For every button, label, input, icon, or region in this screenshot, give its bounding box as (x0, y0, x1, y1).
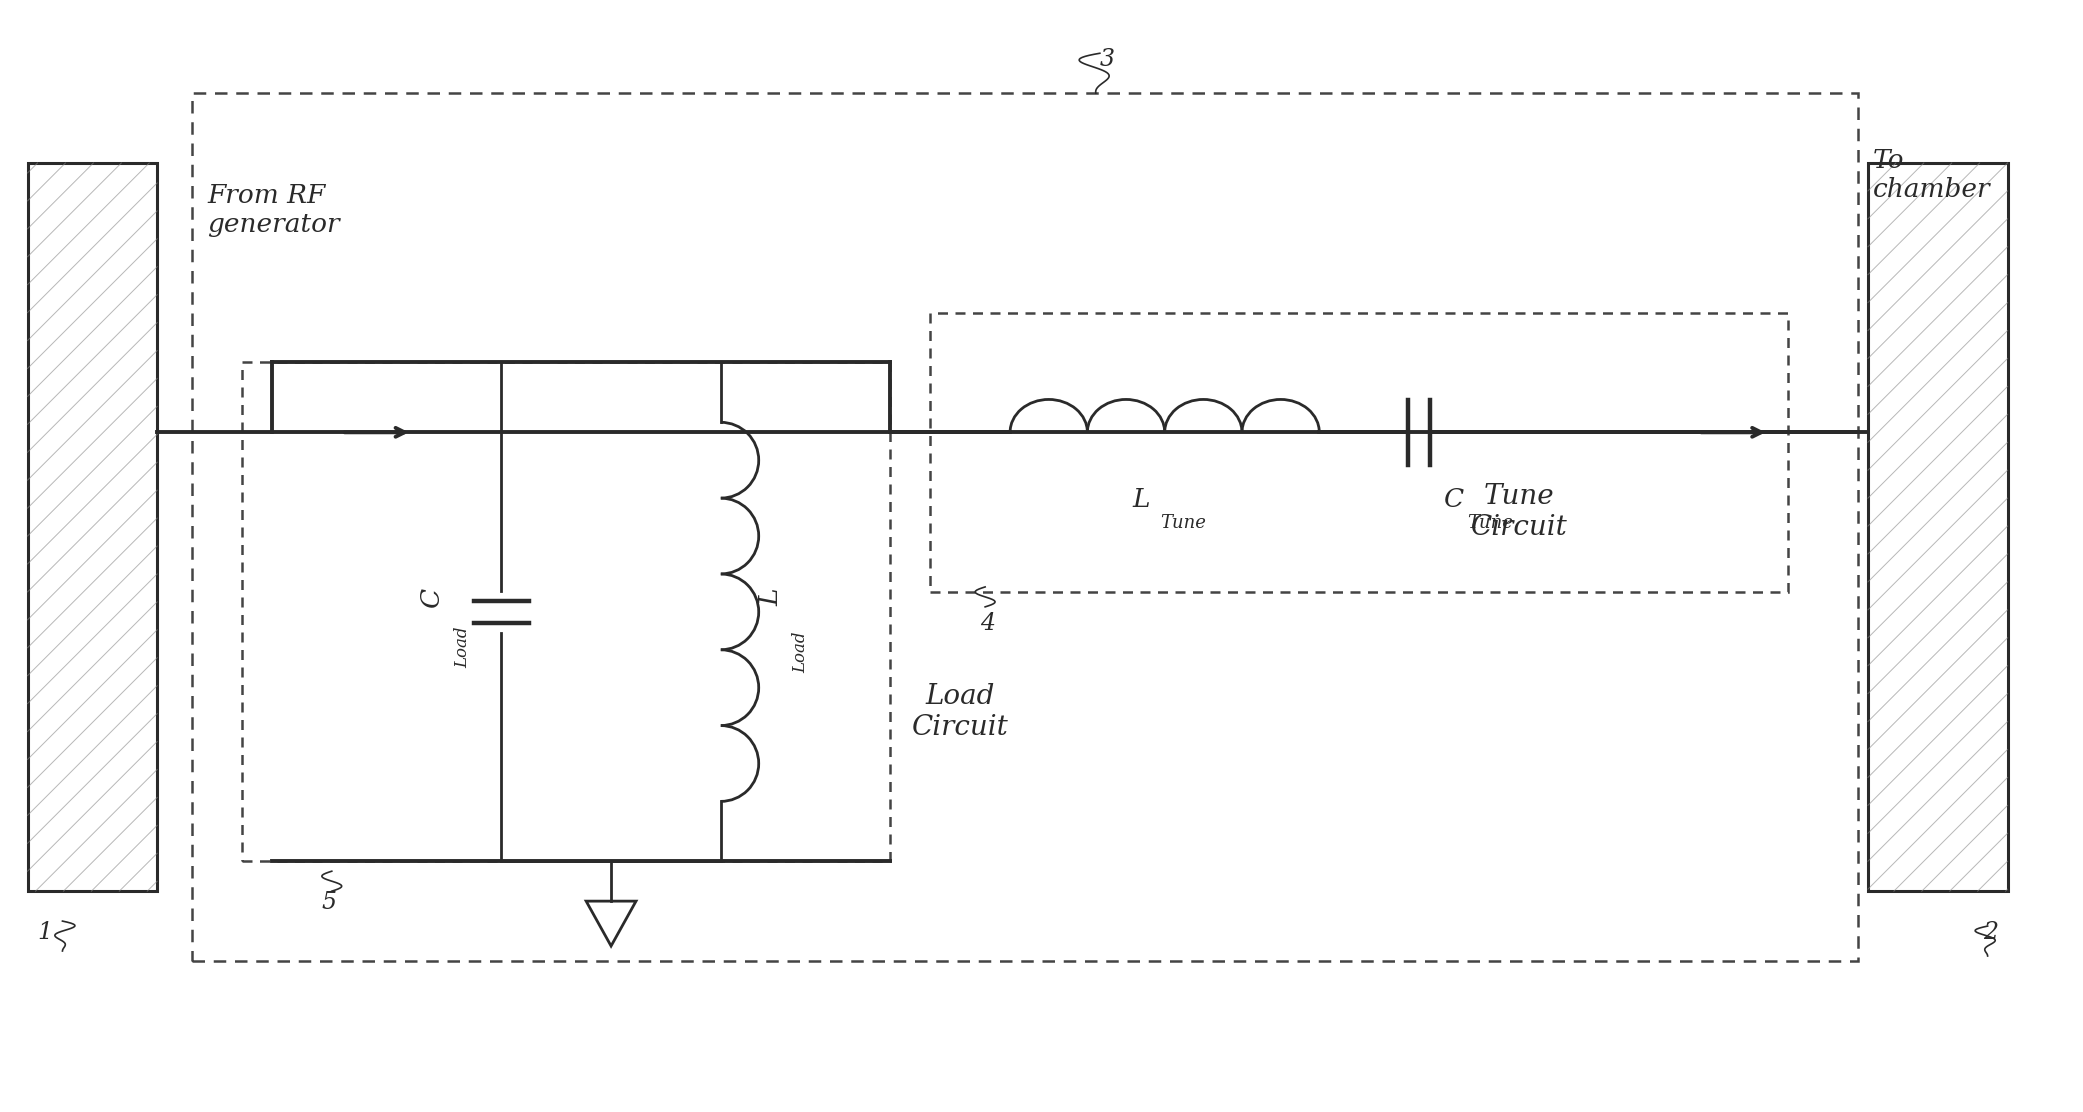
Text: 4: 4 (981, 612, 996, 635)
Text: From RF
generator: From RF generator (206, 183, 340, 237)
Text: Load: Load (794, 632, 810, 673)
Text: 3: 3 (1100, 48, 1114, 71)
Text: 1: 1 (37, 921, 52, 944)
Text: Tune
Circuit: Tune Circuit (1471, 483, 1566, 542)
Text: To
chamber: To chamber (1873, 148, 1991, 202)
Text: C: C (419, 587, 444, 607)
Text: L: L (758, 588, 783, 606)
Text: 5: 5 (321, 891, 337, 914)
Text: Load: Load (454, 627, 471, 668)
Text: Load
Circuit: Load Circuit (912, 683, 1008, 741)
Text: 2: 2 (1983, 921, 1998, 944)
Text: Tune: Tune (1466, 514, 1512, 533)
Text: L: L (1133, 487, 1150, 513)
Text: C: C (1444, 487, 1464, 513)
Text: Tune: Tune (1160, 514, 1206, 533)
